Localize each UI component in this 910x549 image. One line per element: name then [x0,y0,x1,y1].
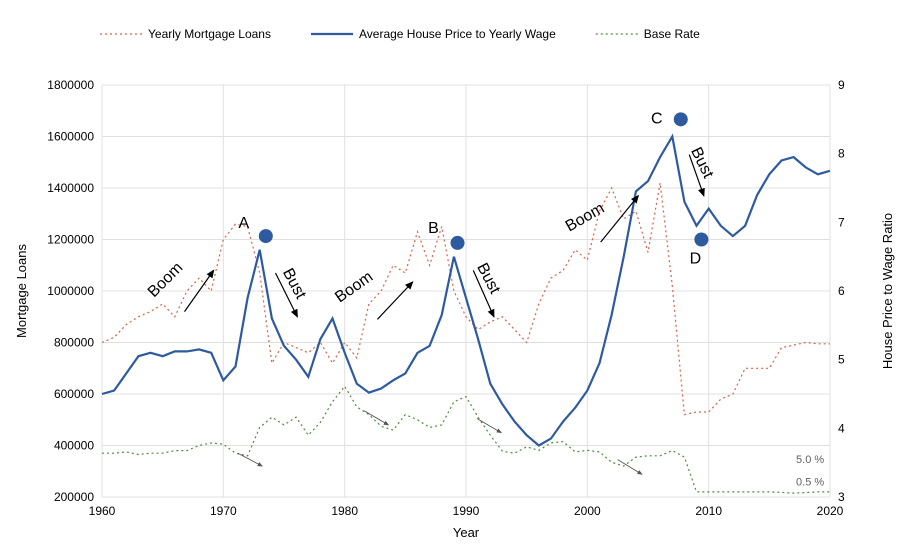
y-right-tick: 9 [838,78,845,92]
peak-marker [674,112,688,126]
y-right-tick: 3 [838,490,845,504]
trend-arrow [601,196,639,242]
x-tick: 1980 [331,504,358,518]
y-left-tick: 1400000 [47,181,94,195]
y-right-axis-label: House Price to Wage Ratio [880,213,895,369]
peak-label: A [238,215,249,232]
y-left-tick: 800000 [54,336,94,350]
y-right-tick: 4 [838,421,845,435]
annotation-text: Bust [687,145,717,182]
y-left-tick: 1200000 [47,233,94,247]
x-tick: 2020 [817,504,844,518]
y-left-tick: 400000 [54,439,94,453]
x-tick: 2000 [574,504,601,518]
line-chart: 200000 400000 600000 800000 1000000 1200000 14… [0,0,910,549]
y-right-tick: 7 [838,215,845,229]
y-left-tick: 1000000 [47,284,94,298]
rate-label: 0.5 % [796,476,824,488]
annotation-text: Boom [145,259,187,301]
rate-arrow [618,460,642,475]
rate-arrow [364,411,388,425]
x-axis-label: Year [453,525,480,540]
annotation-text: Boom [332,268,376,306]
legend-label: Average House Price to Yearly Wage [359,27,556,41]
x-tick: 1960 [89,504,116,518]
peak-marker [259,229,273,243]
legend-label: Base Rate [644,27,700,41]
rate-label: 5.0 % [796,454,824,466]
y-left-tick: 1600000 [47,130,94,144]
y-left-tick: 600000 [54,387,94,401]
peak-label: C [651,110,663,127]
annotation-text: Bust [279,266,309,303]
legend-label: Yearly Mortgage Loans [148,27,271,41]
rate-arrow [238,453,262,466]
x-tick: 1970 [210,504,237,518]
peak-label: D [690,251,702,268]
x-tick: 2010 [695,504,722,518]
y-right-tick: 6 [838,284,845,298]
y-right-tick: 8 [838,147,845,161]
y-left-tick: 200000 [54,490,94,504]
y-left-tick: 1800000 [47,78,94,92]
peak-marker [694,233,708,247]
rate-arrow [477,418,501,432]
y-left-axis-label: Mortgage Loans [14,244,29,338]
annotation-text: Bust [473,260,503,297]
peak-label: B [428,220,439,237]
peak-marker [451,236,465,250]
trend-arrow [377,282,412,319]
x-tick: 1990 [453,504,480,518]
y-right-tick: 5 [838,353,845,367]
annotation-text: Boom [563,200,608,236]
